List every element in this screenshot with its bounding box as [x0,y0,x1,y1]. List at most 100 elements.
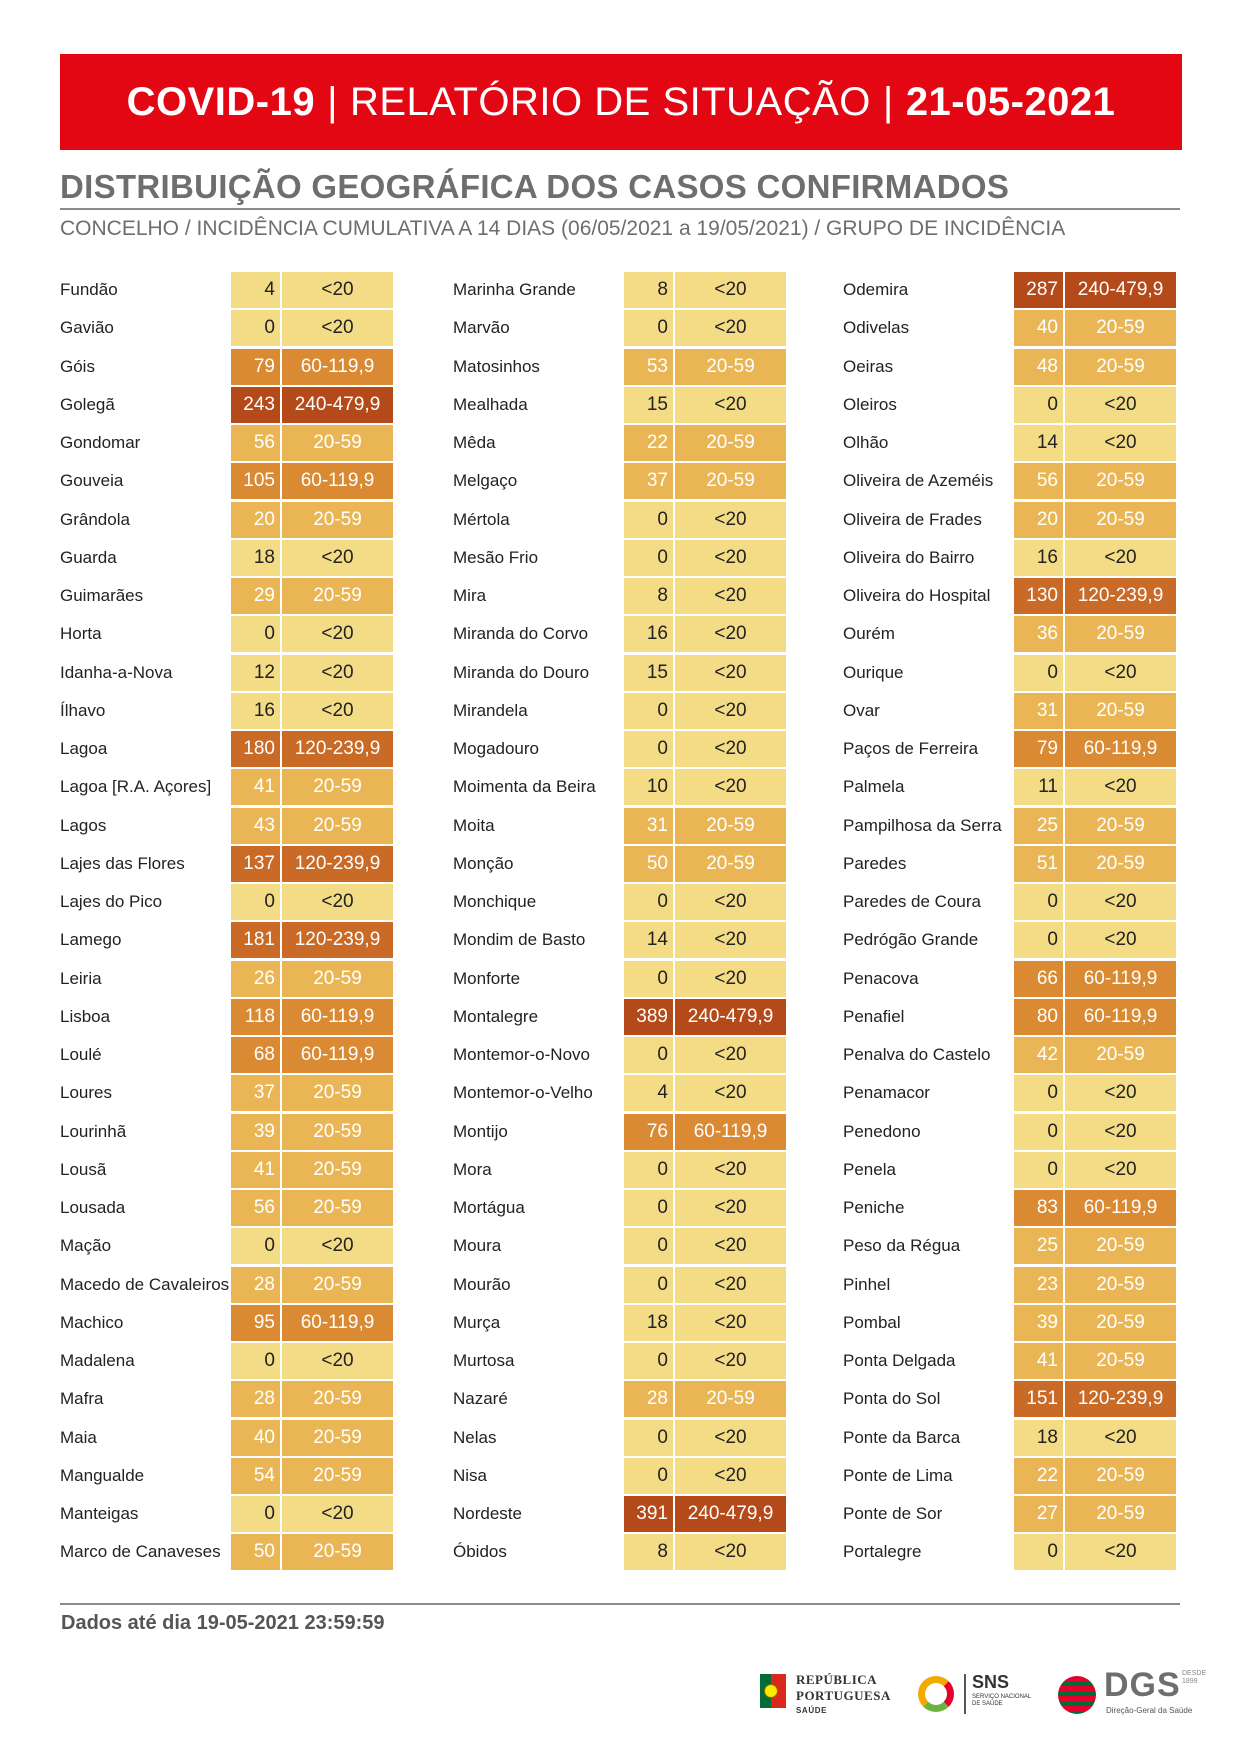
municipality-name: Oliveira de Frades [843,509,982,529]
municipality-name: Mogadouro [453,739,540,758]
incidence-value: 130 [1014,578,1063,614]
municipality-name: Lourinhã [60,1121,127,1141]
incidence-group: 20-59 [1065,1457,1176,1494]
sns-ring-icon [918,1676,954,1712]
incidence-value: 0 [1014,386,1063,423]
municipality-name: Paredes [843,853,907,873]
incidence-group: 20-59 [675,807,786,844]
municipality-name: Ponta do Sol [843,1389,941,1409]
incidence-value: 0 [1014,922,1063,959]
incidence-value: 66 [1014,960,1063,997]
incidence-group: 60-119,9 [1065,731,1176,767]
incidence-group: <20 [675,884,786,920]
incidence-group: <20 [282,1228,393,1265]
municipality-name: Portalegre [843,1542,922,1562]
incidence-group: 120-239,9 [1065,578,1176,614]
header-separator: | [327,79,338,124]
incidence-group: <20 [1065,654,1176,691]
municipality-name: Maia [60,1427,97,1447]
municipality-name: Monção [453,853,514,873]
incidence-group: <20 [1065,1151,1176,1188]
data-timestamp: Dados até dia 19-05-2021 23:59:59 [61,1612,385,1634]
incidence-group: 20-59 [282,807,393,844]
incidence-group: <20 [675,1304,786,1341]
incidence-group: <20 [1065,1075,1176,1112]
incidence-value: 0 [624,310,673,347]
municipality-name: Mora [453,1159,492,1179]
incidence-value: 31 [624,807,673,844]
incidence-group: 60-119,9 [282,1037,393,1073]
logo-text: PORTUGUESA [796,1688,891,1703]
incidence-value: 41 [231,769,280,806]
incidence-group: <20 [1065,922,1176,959]
incidence-group: 20-59 [282,1151,393,1188]
municipality-name: Mourão [453,1274,511,1294]
municipality-name: Penela [843,1159,896,1179]
incidence-group: 60-119,9 [282,348,393,385]
incidence-value: 28 [231,1266,280,1303]
municipality-name: Manteigas [60,1504,139,1523]
incidence-group: <20 [675,1228,786,1265]
incidence-group: 20-59 [282,1266,393,1303]
incidence-group: <20 [675,731,786,767]
incidence-group: <20 [675,1343,786,1379]
municipality-name: Palmela [843,777,905,797]
municipality-name: Mealhada [453,394,528,414]
incidence-group: 20-59 [1065,1496,1176,1532]
incidence-group: 240-479,9 [675,1496,786,1532]
incidence-group: <20 [282,654,393,691]
municipality-name: Pedrógão Grande [843,930,979,950]
incidence-value: 0 [624,1457,673,1494]
incidence-group: <20 [282,310,393,347]
incidence-group: <20 [282,1496,393,1532]
incidence-group: <20 [1065,386,1176,423]
incidence-value: 43 [231,807,280,844]
incidence-value: 389 [624,998,673,1035]
incidence-value: 0 [624,1190,673,1226]
incidence-value: 56 [231,1190,280,1226]
municipality-name: Montalegre [453,1006,539,1026]
incidence-group: <20 [675,539,786,576]
incidence-group: <20 [675,1419,786,1456]
logo-text: SAÚDE [796,1706,828,1715]
municipality-name: Loulé [60,1045,102,1064]
incidence-value: 0 [624,1419,673,1456]
incidence-group: 120-239,9 [282,845,393,882]
municipality-name: Oliveira de Azeméis [843,471,994,491]
municipality-name: Penacova [843,968,919,988]
municipality-name: Miranda do Corvo [453,624,589,644]
municipality-name: Penedono [843,1121,921,1141]
incidence-group: <20 [675,1457,786,1494]
incidence-value: 56 [1014,463,1063,500]
municipality-name: Murça [453,1312,501,1332]
incidence-group: 20-59 [282,769,393,806]
incidence-group: <20 [1065,1113,1176,1150]
incidence-value: 287 [1014,272,1063,308]
incidence-group: <20 [675,769,786,806]
incidence-value: 0 [1014,1534,1063,1571]
incidence-group: 20-59 [1065,1037,1176,1073]
incidence-group: 60-119,9 [1065,998,1176,1035]
incidence-group: 20-59 [282,1534,393,1571]
municipality-name: Mêda [453,433,496,452]
incidence-group: 20-59 [1065,463,1176,500]
incidence-group: 20-59 [282,960,393,997]
incidence-group: <20 [1065,425,1176,461]
municipality-name: Montemor-o-Velho [453,1083,593,1103]
municipality-name: Gouveia [60,471,124,491]
municipality-name: Monforte [453,968,521,988]
municipality-name: Góis [60,356,95,376]
incidence-value: 0 [624,884,673,920]
incidence-value: 76 [624,1113,673,1150]
incidence-group: 240-479,9 [1065,272,1176,308]
municipality-name: Ponta Delgada [843,1351,956,1370]
municipality-name: Ovar [843,700,880,720]
incidence-group: 120-239,9 [282,922,393,959]
incidence-value: 0 [624,960,673,997]
incidence-group: 20-59 [282,501,393,538]
municipality-name: Moura [453,1236,502,1256]
incidence-group: 20-59 [1065,501,1176,538]
logo-text: DESDE 1899 [1182,1670,1207,1685]
incidence-value: 0 [624,1343,673,1379]
incidence-group: 20-59 [282,1113,393,1150]
